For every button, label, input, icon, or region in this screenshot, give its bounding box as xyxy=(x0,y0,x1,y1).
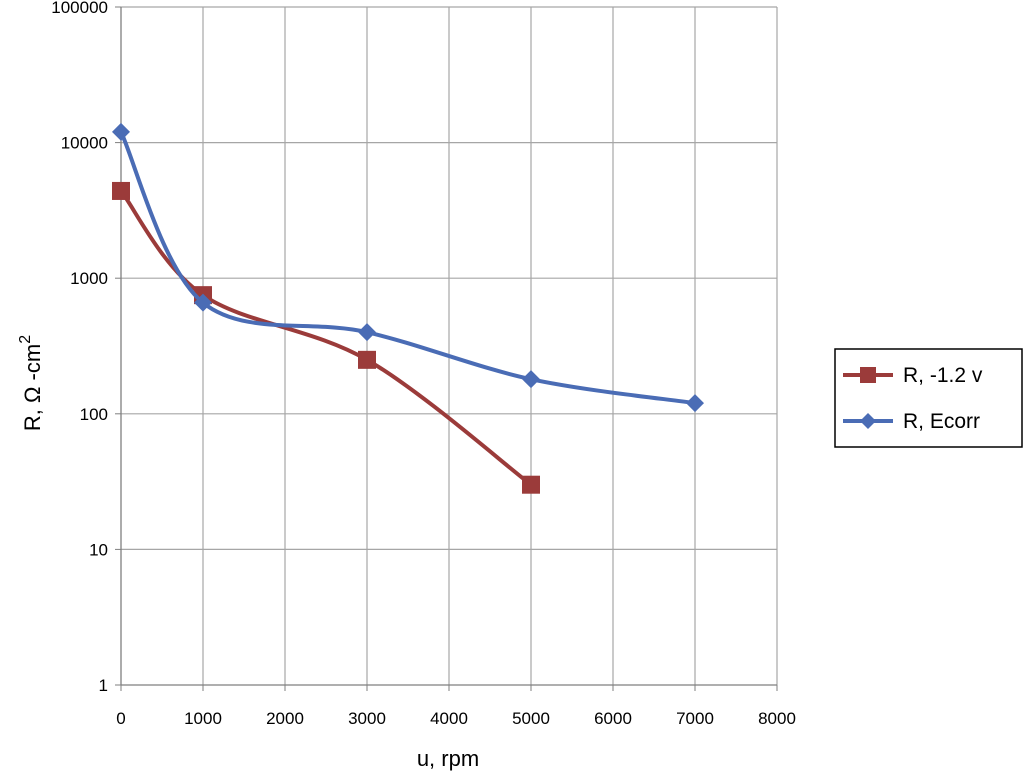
data-point-series-2 xyxy=(358,323,376,342)
legend-item-series-2: R, Ecorr xyxy=(843,410,980,433)
data-point-series-1 xyxy=(112,181,130,200)
data-point-series-2 xyxy=(522,370,540,389)
x-tick-label: 8000 xyxy=(758,709,796,728)
x-tick-label: 7000 xyxy=(676,709,714,728)
y-axis-title: R, Ω -cm2 xyxy=(17,335,45,431)
data-point-series-1 xyxy=(358,350,376,369)
x-tick-label: 3000 xyxy=(348,709,386,728)
x-tick-label: 0 xyxy=(116,709,125,728)
legend-label-series-1: R, -1.2 v xyxy=(903,364,983,387)
series-line-2 xyxy=(119,129,697,406)
y-axis-title-main: R, Ω -cm xyxy=(20,344,45,431)
y-tick-label: 100 xyxy=(80,405,108,424)
data-point-series-2 xyxy=(194,293,212,312)
legend-marker-series-2 xyxy=(860,413,876,429)
x-tick-label: 4000 xyxy=(430,709,468,728)
legend-marker-series-1 xyxy=(860,367,876,383)
y-tick-label: 10000 xyxy=(61,134,108,153)
x-tick-labels: 0 1000 2000 3000 4000 5000 6000 7000 8000 xyxy=(116,709,796,728)
x-axis-title: u, rpm xyxy=(417,746,479,771)
series-line-1 xyxy=(119,188,533,487)
legend: R, -1.2 v R, Ecorr xyxy=(834,348,1023,448)
legend-label-series-2: R, Ecorr xyxy=(903,410,980,433)
legend-box xyxy=(834,348,1023,448)
y-tick-label: 1 xyxy=(99,676,108,695)
y-tick-label: 100000 xyxy=(51,0,108,17)
x-tick-label: 1000 xyxy=(184,709,222,728)
data-point-series-2 xyxy=(112,122,130,141)
y-tick-labels: 1 10 100 1000 10000 100000 xyxy=(51,0,108,695)
series-lines xyxy=(112,122,704,494)
axes xyxy=(115,6,778,691)
y-tick-label: 10 xyxy=(89,540,108,559)
y-axis-title-superscript: 2 xyxy=(17,335,34,344)
x-tick-label: 2000 xyxy=(266,709,304,728)
y-tick-label: 1000 xyxy=(70,269,108,288)
data-point-series-2 xyxy=(686,394,704,413)
x-tick-label: 5000 xyxy=(512,709,550,728)
data-point-series-1 xyxy=(522,475,540,494)
legend-item-series-1: R, -1.2 v xyxy=(843,364,983,387)
x-tick-label: 6000 xyxy=(594,709,632,728)
grid xyxy=(121,6,778,685)
